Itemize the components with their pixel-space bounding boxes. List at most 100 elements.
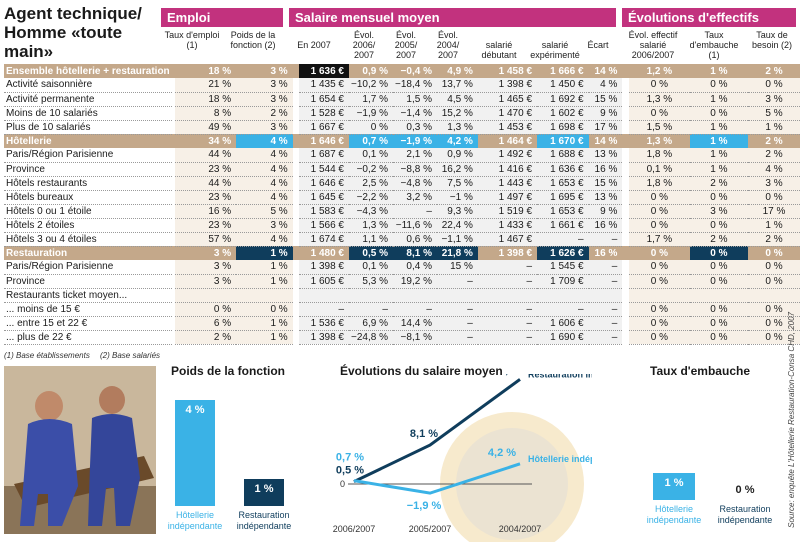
column-gap <box>622 64 630 78</box>
table-row-province-r: Province 3 % 1 % 1 605 €5,3 % 19,2 % – –1 709 … <box>4 274 800 289</box>
cell: 2 % <box>689 232 749 247</box>
col-header-evol-2006: Évol. 2006/ 2007 <box>352 30 376 60</box>
cell: 15 % <box>436 260 478 275</box>
cell: −1 % <box>436 190 478 205</box>
cell: 14,4 % <box>392 316 437 331</box>
table-row-moins-15: ... moins de 15 €0 % 0 % – – – – – – –0 % 0 % 0 % <box>4 302 800 317</box>
cell: 0 % <box>689 260 749 275</box>
column-gap <box>622 162 629 176</box>
cell: 18 % <box>174 92 237 107</box>
cell: 1 626 € <box>537 246 589 260</box>
cell: 1 458 € <box>477 64 538 78</box>
x-tick-label: 2004/2007 <box>499 524 542 534</box>
cell: −1,4 % <box>392 106 437 121</box>
cell: 1,3 % <box>436 120 478 135</box>
bar-category-label: Hôtellerie indépendante <box>646 504 702 525</box>
cell: 0 % <box>629 218 690 233</box>
cell: 23 % <box>174 190 237 205</box>
cell: 1 443 € <box>477 176 538 191</box>
cell: 23 % <box>174 218 237 233</box>
cell: 57 % <box>174 232 237 247</box>
cell: 1 544 € <box>299 162 349 177</box>
column-gap <box>293 120 300 134</box>
series-point-label: 21,8 % <box>493 374 527 376</box>
cell: 17 % <box>588 120 623 135</box>
cell: 0 % <box>689 302 749 317</box>
col-header-debutant: salarié débutant <box>481 40 517 60</box>
cell <box>748 288 800 303</box>
cell: 0,4 % <box>392 260 437 275</box>
cell: 0 % <box>629 274 690 289</box>
cell: 0 % <box>689 190 749 205</box>
cell: −18,4 % <box>392 78 437 93</box>
row-label: Hôtellerie <box>4 134 172 148</box>
series-line-1 <box>353 462 521 495</box>
column-gap <box>622 218 629 232</box>
column-gap <box>171 134 175 148</box>
col-header-ecart: Écart <box>587 40 609 50</box>
cell: – <box>436 316 478 331</box>
cell: 1 % <box>689 148 749 163</box>
column-gap <box>622 204 629 218</box>
cell: 21,8 % <box>436 246 478 260</box>
panel-title-embauche: Taux d'embauche <box>650 364 750 378</box>
cell <box>349 288 393 303</box>
cell <box>392 288 437 303</box>
row-label: Hôtels 2 étoiles <box>4 218 172 233</box>
cell <box>436 288 478 303</box>
cell: 13 % <box>588 190 623 205</box>
series-name: Hôtellerie indépendante <box>528 454 592 464</box>
cell: 3 % <box>689 204 749 219</box>
cell: 1,3 % <box>349 218 393 233</box>
row-label: Hôtels restaurants <box>4 176 172 191</box>
cell: 4 % <box>236 134 293 148</box>
cell: 1 636 € <box>299 64 349 78</box>
cell: 1 646 € <box>299 134 349 148</box>
cell: −24,8 % <box>349 330 393 345</box>
column-gap <box>293 232 300 246</box>
cell: 3 % <box>174 260 237 275</box>
row-label: Plus de 10 salariés <box>4 120 172 135</box>
series-point-label: 4,2 % <box>488 447 516 459</box>
cell: 3 % <box>236 120 293 135</box>
column-gap <box>622 246 630 260</box>
panel-title-evolutions: Évolutions du salaire moyen <box>340 364 503 378</box>
cell: 1 690 € <box>537 330 589 345</box>
cell: 5,3 % <box>349 274 393 289</box>
table-row-paris-r: Paris/Région Parisienne 3 % 1 % 1 398 €0,1 … <box>4 260 800 275</box>
cell <box>629 288 690 303</box>
row-label: Restauration <box>4 246 172 260</box>
col-header-embauche: Taux d'embauche (1) <box>689 30 739 60</box>
col-header-besoin: Taux de besoin (2) <box>751 30 793 50</box>
cell: 5 % <box>236 204 293 219</box>
cell: 1 709 € <box>537 274 589 289</box>
cell: 0 % <box>748 316 800 331</box>
cell: −0,2 % <box>349 162 393 177</box>
cell: 15 % <box>588 92 623 107</box>
row-label: Hôtels 0 ou 1 étoile <box>4 204 172 219</box>
workers-photo <box>4 366 156 534</box>
table-row-permanente: Activité permanente 18 % 3 % 1 654 €1,7 % 1,… <box>4 92 800 107</box>
cell: 1 470 € <box>477 106 538 121</box>
cell: – <box>588 330 623 345</box>
bar-0 <box>653 473 695 500</box>
column-gap <box>622 288 629 302</box>
cell: 3 % <box>174 274 237 289</box>
cell: 2 % <box>748 148 800 163</box>
cell: 0 % <box>629 246 690 260</box>
cell: 1,8 % <box>629 148 690 163</box>
cell: 0 % <box>349 120 393 135</box>
cell: – <box>588 316 623 331</box>
cell: 44 % <box>174 176 237 191</box>
cell: 1 % <box>236 330 293 345</box>
cell: −4,3 % <box>349 204 393 219</box>
cell: – <box>349 302 393 317</box>
column-gap <box>293 148 300 162</box>
cell: 1 687 € <box>299 148 349 163</box>
cell: 1 464 € <box>477 134 538 148</box>
cell: – <box>537 232 589 247</box>
cell: 2 % <box>174 330 237 345</box>
cell: 3 % <box>236 92 293 107</box>
row-label: ... plus de 22 € <box>4 330 172 345</box>
cell: 0 % <box>748 78 800 93</box>
